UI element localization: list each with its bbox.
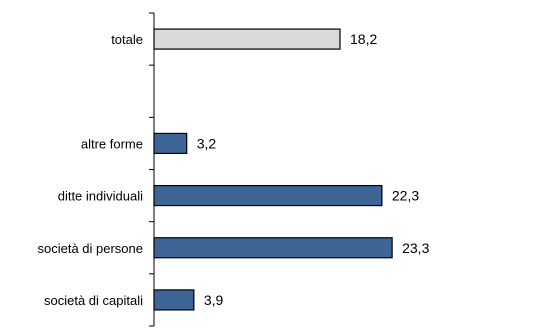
bar-societa-di-persone <box>153 237 393 259</box>
value-label-altre-forme: 3,2 <box>197 135 217 151</box>
bar-ditte-individuali <box>153 184 383 207</box>
value-label-ditte-individuali: 22,3 <box>392 188 419 204</box>
bars-layer <box>153 28 393 311</box>
axis-layer <box>149 12 155 327</box>
category-label-societa-di-capitali: società di capitali <box>44 293 143 308</box>
category-label-altre-forme: altre forme <box>81 136 143 151</box>
bar-societa-di-capitali <box>153 289 195 311</box>
value-label-societa-di-capitali: 3,9 <box>204 292 224 308</box>
value-label-totale: 18,2 <box>350 31 377 47</box>
category-label-ditte-individuali: ditte individuali <box>58 189 143 204</box>
value-label-societa-di-persone: 23,3 <box>402 240 429 256</box>
category-label-totale: totale <box>111 32 143 47</box>
labels-layer: totale 18,2 altre forme 3,2 ditte individual… <box>37 31 429 308</box>
category-label-societa-di-persone: società di persone <box>37 241 143 256</box>
bar-totale <box>153 28 341 50</box>
bar-altre-forme <box>153 132 188 155</box>
